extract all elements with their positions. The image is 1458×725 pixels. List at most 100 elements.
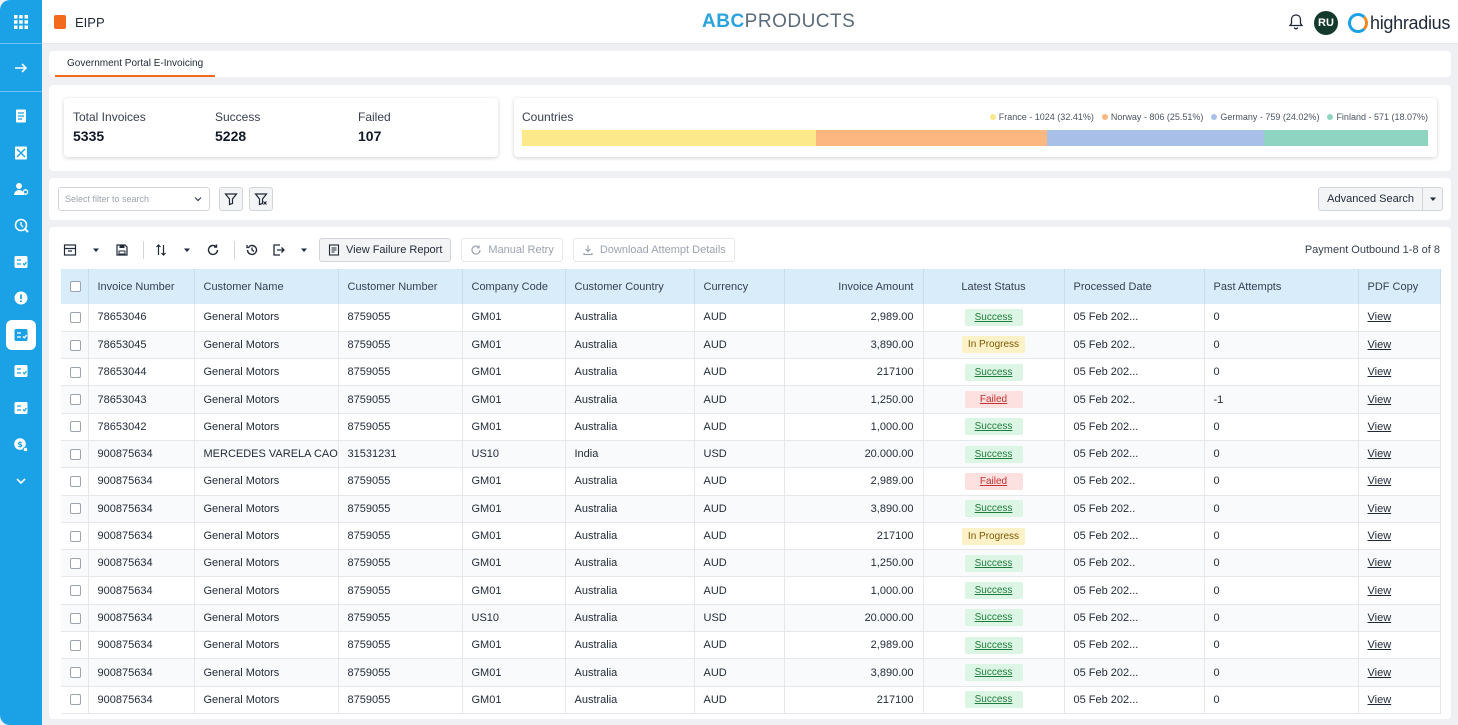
cancelled-invoice-icon[interactable]: [0, 138, 42, 168]
checklist-icon-2[interactable]: [0, 356, 42, 386]
status-badge[interactable]: Success: [964, 554, 1023, 572]
export-icon[interactable]: [267, 238, 289, 262]
country-bar-segment[interactable]: [1046, 130, 1265, 146]
country-bar-segment[interactable]: [1264, 130, 1428, 146]
col-header-invoice-amount[interactable]: Invoice Amount: [784, 269, 924, 304]
status-badge[interactable]: In Progress: [961, 336, 1026, 354]
pdf-view-link[interactable]: View: [1367, 420, 1392, 433]
save-icon[interactable]: [111, 238, 133, 262]
status-badge[interactable]: Success: [964, 636, 1023, 654]
tab-government-portal[interactable]: Government Portal E-Invoicing: [55, 51, 216, 77]
table-row[interactable]: 900875634 General Motors 8759055 GM01 Austra…: [61, 631, 1441, 659]
apps-grid-icon[interactable]: [0, 7, 42, 37]
row-checkbox[interactable]: [61, 385, 89, 414]
table-row[interactable]: 900875634 General Motors 8759055 US10 Austra…: [61, 604, 1441, 632]
refresh-icon[interactable]: [202, 238, 224, 262]
country-bar-segment[interactable]: [815, 130, 1047, 146]
table-row[interactable]: 900875634 General Motors 8759055 GM01 Austra…: [61, 495, 1441, 523]
advanced-search-button[interactable]: Advanced Search: [1318, 187, 1443, 211]
row-checkbox[interactable]: [61, 304, 89, 332]
history-icon[interactable]: [241, 238, 263, 262]
row-checkbox[interactable]: [61, 549, 89, 577]
col-header-past-attempts[interactable]: Past Attempts: [1204, 269, 1359, 304]
pdf-view-link[interactable]: View: [1367, 530, 1392, 543]
pdf-view-link[interactable]: View: [1367, 475, 1392, 488]
col-header-customer-number[interactable]: Customer Number: [338, 269, 463, 304]
search-history-icon[interactable]: [0, 211, 42, 241]
status-badge[interactable]: Success: [964, 500, 1023, 518]
col-header-customer-name[interactable]: Customer Name: [194, 269, 339, 304]
table-row[interactable]: 900875634 MERCEDES VARELA CAO 31531231 US10…: [61, 440, 1441, 468]
row-checkbox[interactable]: [61, 631, 89, 659]
table-row[interactable]: 78653046 General Motors 8759055 GM01 Austral…: [61, 304, 1441, 332]
manual-retry-button[interactable]: Manual Retry: [461, 238, 563, 262]
alert-icon[interactable]: [0, 283, 42, 313]
pdf-view-link[interactable]: View: [1367, 366, 1392, 379]
caret-down-icon[interactable]: [176, 238, 198, 262]
status-badge[interactable]: Failed: [964, 391, 1023, 409]
checklist-icon[interactable]: [0, 247, 42, 277]
caret-down-icon[interactable]: [85, 238, 107, 262]
view-failure-report-button[interactable]: View Failure Report: [319, 238, 452, 262]
row-checkbox[interactable]: [61, 658, 89, 687]
status-badge[interactable]: Success: [964, 664, 1023, 681]
col-header-currency[interactable]: Currency: [694, 269, 785, 304]
caret-down-icon[interactable]: [293, 238, 315, 262]
table-row[interactable]: 78653042 General Motors 8759055 GM01 Austral…: [61, 413, 1441, 441]
table-row[interactable]: 900875634 General Motors 8759055 GM01 Austra…: [61, 467, 1441, 496]
pdf-view-link[interactable]: View: [1367, 311, 1392, 324]
row-checkbox[interactable]: [61, 522, 89, 550]
table-row[interactable]: 900875634 General Motors 8759055 GM01 Austra…: [61, 686, 1441, 714]
filter-button[interactable]: [219, 187, 243, 211]
clear-filter-button[interactable]: [249, 187, 273, 211]
sort-icon[interactable]: [150, 238, 172, 262]
status-badge[interactable]: Success: [964, 445, 1023, 463]
invoice-icon[interactable]: [0, 101, 42, 131]
select-all-checkbox[interactable]: [61, 269, 89, 304]
checklist-icon-3[interactable]: [0, 393, 42, 423]
filter-select[interactable]: Select filter to search: [58, 187, 210, 211]
table-row[interactable]: 78653044 General Motors 8759055 GM01 Austral…: [61, 358, 1441, 386]
saved-views-icon[interactable]: [59, 238, 81, 262]
avatar[interactable]: RU: [1314, 11, 1338, 35]
table-row[interactable]: 900875634 General Motors 8759055 GM01 Austra…: [61, 576, 1441, 605]
table-row[interactable]: 900875634 General Motors 8759055 GM01 Austra…: [61, 658, 1441, 687]
col-header-latest-status[interactable]: Latest Status: [923, 269, 1065, 304]
expand-arrow-icon[interactable]: [0, 53, 42, 83]
pdf-view-link[interactable]: View: [1367, 584, 1392, 597]
row-checkbox[interactable]: [61, 331, 89, 359]
col-header-invoice-number[interactable]: Invoice Number: [88, 269, 195, 304]
status-badge[interactable]: Success: [964, 418, 1023, 436]
row-checkbox[interactable]: [61, 604, 89, 632]
pdf-view-link[interactable]: View: [1367, 448, 1392, 461]
currency-settings-icon[interactable]: $: [0, 430, 42, 460]
status-badge[interactable]: Success: [964, 308, 1023, 326]
pdf-view-link[interactable]: View: [1367, 666, 1392, 679]
col-header-company-code[interactable]: Company Code: [462, 269, 566, 304]
download-attempt-details-button[interactable]: Download Attempt Details: [572, 238, 735, 262]
col-header-processed-date[interactable]: Processed Date: [1064, 269, 1205, 304]
pdf-view-link[interactable]: View: [1367, 338, 1392, 351]
row-checkbox[interactable]: [61, 358, 89, 386]
pdf-view-link[interactable]: View: [1367, 557, 1392, 570]
row-checkbox[interactable]: [61, 413, 89, 441]
table-row[interactable]: 78653045 General Motors 8759055 GM01 Austral…: [61, 331, 1441, 359]
status-badge[interactable]: Success: [964, 691, 1023, 709]
chevron-down-icon[interactable]: [0, 466, 42, 496]
table-row[interactable]: 900875634 General Motors 8759055 GM01 Austra…: [61, 522, 1441, 550]
row-checkbox[interactable]: [61, 467, 89, 496]
pdf-view-link[interactable]: View: [1367, 611, 1392, 624]
row-checkbox[interactable]: [61, 495, 89, 523]
pdf-view-link[interactable]: View: [1367, 393, 1392, 406]
bell-icon[interactable]: [1288, 13, 1304, 31]
col-header-customer-country[interactable]: Customer Country: [565, 269, 695, 304]
status-badge[interactable]: Success: [964, 582, 1023, 600]
status-badge[interactable]: In Progress: [961, 527, 1026, 545]
status-badge[interactable]: Failed: [964, 472, 1023, 490]
pdf-view-link[interactable]: View: [1367, 502, 1392, 515]
pdf-view-link[interactable]: View: [1367, 693, 1392, 706]
pdf-view-link[interactable]: View: [1367, 639, 1392, 652]
status-badge[interactable]: Success: [964, 609, 1023, 627]
country-bar-segment[interactable]: [522, 130, 816, 146]
col-header-pdf-copy[interactable]: PDF Copy: [1358, 269, 1441, 304]
